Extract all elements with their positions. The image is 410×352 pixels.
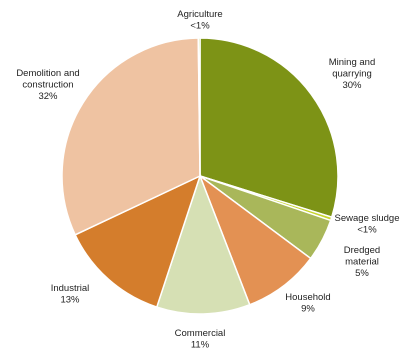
- label-line: Sewage sludge: [335, 213, 400, 224]
- pie-labels: Agriculture <1%Mining and quarrying 30%Sewa…: [16, 9, 399, 351]
- label-commercial: Commercial 11%: [175, 328, 226, 351]
- label-line: quarrying: [332, 69, 372, 80]
- label-line: Mining and: [329, 57, 375, 68]
- label-dredged: Dredged material 5%: [344, 245, 380, 279]
- label-line: 30%: [342, 80, 362, 91]
- label-line: Commercial: [175, 328, 226, 339]
- label-line: Industrial: [51, 283, 90, 294]
- label-mining-and: Mining and quarrying 30%: [329, 57, 375, 91]
- label-agriculture: Agriculture <1%: [177, 9, 222, 32]
- label-line: 5%: [355, 268, 369, 279]
- slice-industrial: [74, 174, 202, 309]
- label-line: Dredged: [344, 245, 380, 256]
- label-line: 9%: [301, 304, 315, 315]
- label-line: Demolition and: [16, 68, 79, 79]
- slice-demolition-and-construction: [61, 37, 201, 236]
- label-demolition-and: Demolition and construction 32%: [16, 68, 79, 102]
- label-line: 32%: [38, 91, 58, 102]
- label-household: Household 9%: [285, 292, 330, 315]
- label-line: construction: [22, 80, 73, 91]
- label-line: 13%: [60, 295, 80, 306]
- label-line: material: [345, 257, 379, 268]
- label-sewage-sludge: Sewage sludge <1%: [335, 213, 400, 236]
- pie-slices: [61, 37, 339, 315]
- slice-commercial: [155, 173, 251, 315]
- slice-mining-and-quarrying: [199, 37, 339, 219]
- slice-agriculture: [197, 37, 201, 177]
- label-line: <1%: [190, 21, 210, 32]
- label-line: Household: [285, 292, 330, 303]
- label-line: Agriculture: [177, 9, 222, 20]
- label-industrial: Industrial 13%: [51, 283, 90, 306]
- label-line: <1%: [357, 225, 377, 236]
- label-line: 11%: [191, 340, 210, 351]
